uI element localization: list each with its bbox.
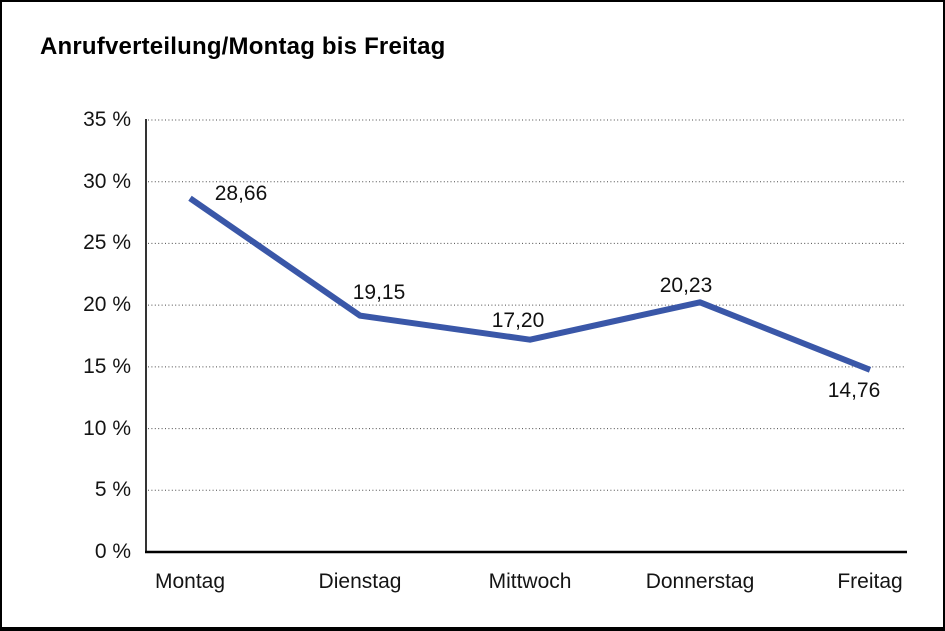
y-tick-label: 30 % [83,169,131,193]
value-label: 19,15 [352,280,406,304]
value-label: 14,76 [827,378,881,402]
value-label: 28,66 [214,182,268,206]
y-tick-label: 35 % [83,108,131,131]
y-tick-label: 5 % [94,478,131,502]
x-category-label: Dienstag [318,570,402,593]
data-line [188,195,872,373]
y-tick-label: 20 % [83,293,131,317]
value-label: 17,20 [491,308,545,332]
y-tick-label: 15 % [83,354,131,378]
x-category-label: Mittwoch [488,570,572,593]
value-label: 20,23 [659,274,713,298]
x-category-label: Freitag [837,570,903,593]
y-tick-label: 10 % [83,416,131,440]
y-tick-label: 25 % [83,231,131,255]
x-category-label: Montag [154,570,226,593]
x-category-label: Donnerstag [645,570,755,593]
y-tick-label: 0 % [94,540,131,563]
chart-title: Anrufverteilung/Montag bis Freitag [40,33,446,60]
